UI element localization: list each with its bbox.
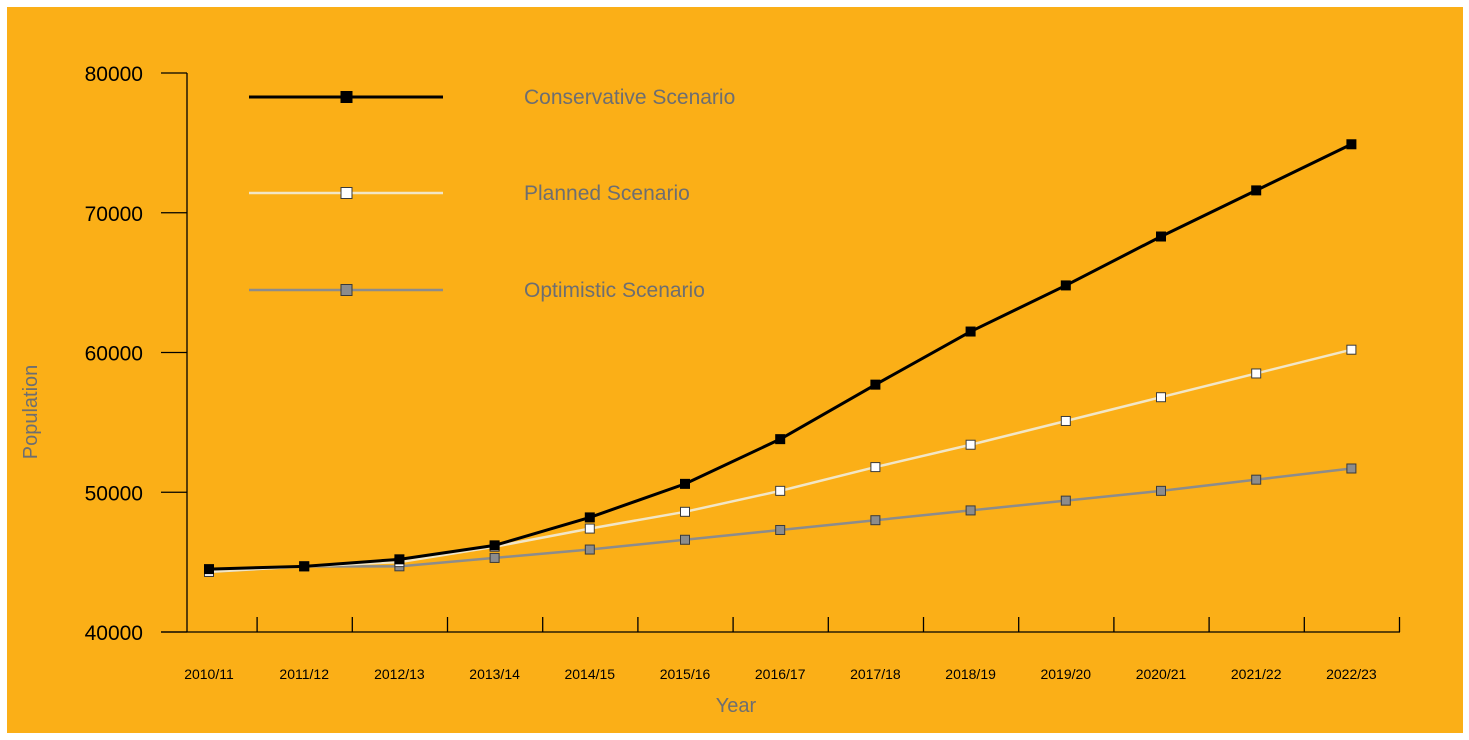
data-point	[870, 379, 881, 390]
y-tick-label: 40000	[85, 622, 143, 645]
series-line	[208, 348, 1352, 574]
x-tick-label: 2016/17	[755, 666, 806, 682]
x-tick-label: 2019/20	[1040, 666, 1091, 682]
data-point	[1156, 485, 1166, 496]
y-tick-label: 60000	[85, 343, 143, 366]
x-tick-label: 2021/22	[1231, 666, 1282, 682]
legend-label: Conservative Scenario	[524, 86, 735, 109]
data-point	[584, 512, 595, 523]
y-tick-label: 50000	[85, 482, 143, 505]
data-point	[489, 540, 500, 551]
x-tick-label: 2020/21	[1136, 666, 1187, 682]
data-point	[1251, 368, 1262, 379]
x-tick-label: 2015/16	[660, 666, 711, 682]
legend-label: Optimistic Scenario	[524, 279, 705, 302]
legend-item: Planned Scenario	[249, 182, 690, 205]
axes	[161, 73, 1400, 633]
data-point	[870, 515, 881, 526]
data-point	[204, 564, 214, 575]
x-tick-label: 2012/13	[374, 666, 425, 682]
data-point	[299, 561, 310, 572]
data-point	[965, 439, 976, 450]
legend-label: Planned Scenario	[524, 182, 690, 205]
series-planned-scenario	[204, 344, 1357, 577]
x-tick-label: 2013/14	[469, 666, 520, 682]
y-axis-label: Population	[20, 365, 42, 460]
legend-marker	[340, 91, 353, 103]
x-tick-label: 2010/11	[184, 666, 234, 682]
data-point	[1251, 474, 1262, 485]
x-tick-label: 2011/12	[279, 666, 329, 682]
data-point	[1346, 139, 1357, 150]
data-point	[1060, 415, 1071, 426]
x-axis-label: Year	[716, 695, 757, 717]
data-point	[965, 326, 976, 337]
legend: Conservative Scenario Planned Scenario Opt…	[249, 86, 735, 302]
data-point	[775, 434, 786, 445]
data-point	[775, 524, 786, 535]
data-point	[870, 462, 881, 473]
data-point	[1346, 463, 1357, 474]
x-tick-label: 2022/23	[1326, 666, 1377, 682]
data-point	[1346, 344, 1357, 355]
data-point	[1156, 392, 1166, 403]
data-point	[394, 554, 405, 565]
x-ticks: 2010/11 2011/12 2012/13 2013/14 2014/15 2015/…	[184, 617, 1401, 682]
y-ticks: 40000 50000 60000 70000 80000	[85, 63, 187, 645]
chart-background	[7, 7, 1463, 733]
x-tick-label: 2017/18	[850, 666, 901, 682]
data-point	[965, 505, 976, 516]
data-point	[680, 534, 690, 545]
data-point	[1060, 280, 1071, 291]
legend-item: Optimistic Scenario	[249, 279, 705, 302]
legend-marker	[340, 284, 353, 296]
y-tick-label: 70000	[85, 203, 143, 226]
data-point	[489, 552, 500, 563]
data-point	[584, 523, 595, 534]
data-point	[680, 506, 690, 517]
series-layer	[204, 139, 1357, 577]
x-tick-label: 2014/15	[564, 666, 615, 682]
data-point	[1251, 185, 1262, 196]
data-point	[584, 544, 595, 555]
data-point	[1156, 231, 1166, 242]
series-line	[208, 467, 1352, 574]
data-point	[680, 478, 690, 489]
series-line	[208, 142, 1353, 571]
legend-marker	[340, 187, 353, 199]
y-tick-label: 80000	[85, 63, 143, 86]
data-point	[1060, 495, 1071, 506]
data-point	[775, 485, 786, 496]
x-tick-label: 2018/19	[945, 666, 996, 682]
legend-item: Conservative Scenario	[249, 86, 735, 109]
series-conservative-scenario	[204, 139, 1357, 575]
